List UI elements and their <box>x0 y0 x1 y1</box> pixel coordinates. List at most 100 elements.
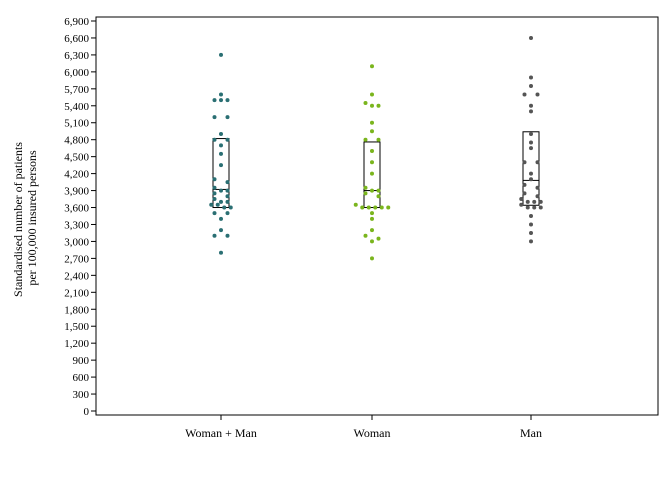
data-point <box>370 129 374 134</box>
data-point <box>529 171 533 176</box>
data-point <box>529 230 533 235</box>
data-point <box>363 137 368 142</box>
data-point <box>366 205 371 210</box>
box <box>363 141 381 209</box>
y-tick-label: 6,900 <box>64 16 89 28</box>
data-point <box>529 146 533 151</box>
box <box>522 131 540 206</box>
data-point <box>529 103 533 108</box>
data-point <box>529 75 533 80</box>
y-tick-label: 1,500 <box>64 321 89 333</box>
y-tick-label: 4,800 <box>64 135 89 147</box>
x-tick-label: Woman + Man <box>185 426 257 440</box>
data-point <box>353 202 358 207</box>
data-point <box>360 205 365 210</box>
data-point <box>225 211 230 216</box>
y-tick-label: 2,100 <box>64 287 89 299</box>
data-point <box>529 222 533 227</box>
y-tick-label: 1,200 <box>64 338 89 350</box>
y-tick-label: 2,700 <box>64 253 89 265</box>
data-point <box>535 92 540 97</box>
data-point <box>212 211 217 216</box>
data-point <box>225 180 230 185</box>
data-point <box>212 197 217 202</box>
data-point <box>529 214 533 218</box>
y-tick-label: 6,300 <box>64 50 89 62</box>
data-point <box>219 250 223 255</box>
data-point <box>370 256 374 261</box>
data-point <box>370 171 374 176</box>
data-point <box>219 216 223 221</box>
series-layer <box>209 35 543 261</box>
data-point <box>525 199 530 204</box>
data-point <box>522 160 527 165</box>
data-point <box>212 98 217 103</box>
y-tick-label: 2,400 <box>64 270 89 282</box>
y-tick-label: 3,600 <box>64 203 89 215</box>
data-point <box>519 202 524 207</box>
data-point <box>538 205 543 210</box>
data-point <box>219 199 223 204</box>
x-axis: Woman + Man Woman Man <box>185 415 542 440</box>
data-point <box>219 163 223 168</box>
data-point <box>219 151 223 156</box>
data-point <box>219 98 223 103</box>
box <box>212 138 230 209</box>
y-tick-label: 3,300 <box>64 219 89 231</box>
data-point <box>212 233 217 238</box>
data-point <box>219 132 223 137</box>
data-point <box>363 185 368 190</box>
data-point <box>225 98 230 103</box>
y-tick-label: 5,400 <box>64 101 89 113</box>
data-point <box>535 194 540 199</box>
data-point <box>529 177 533 182</box>
plot-frame <box>95 16 659 416</box>
data-point <box>370 188 374 193</box>
data-point <box>363 233 368 238</box>
data-point <box>225 137 230 142</box>
data-point <box>376 103 381 108</box>
data-point <box>370 149 374 153</box>
data-point <box>225 115 230 120</box>
data-point <box>525 205 530 210</box>
data-point <box>225 233 230 238</box>
data-point <box>219 188 223 193</box>
y-tick-label: 6,600 <box>64 33 89 45</box>
data-point <box>370 160 374 165</box>
data-point <box>376 137 381 142</box>
data-point <box>370 103 374 108</box>
data-point <box>529 239 533 244</box>
series-group <box>209 52 233 255</box>
data-point <box>212 115 217 120</box>
data-point <box>212 191 217 196</box>
data-point <box>370 120 374 125</box>
data-point <box>376 188 381 193</box>
data-point <box>219 143 223 148</box>
y-tick-label: 3,000 <box>64 236 89 248</box>
data-point <box>519 197 524 202</box>
y-axis: 0 300 600 900 1,200 1,500 1,800 2,100 2,400 2,700… <box>64 16 96 418</box>
x-tick-label: Man <box>520 426 542 440</box>
data-point <box>535 185 540 190</box>
data-point <box>212 185 217 190</box>
y-tick-label: 900 <box>73 355 90 367</box>
data-point <box>370 92 374 97</box>
data-point <box>370 211 374 216</box>
data-point <box>219 92 223 97</box>
data-point <box>532 205 537 210</box>
x-tick-label: Woman <box>353 426 390 440</box>
data-point <box>219 228 223 233</box>
data-point <box>379 205 384 210</box>
y-axis-title: Standardised number of patients per 100,… <box>11 139 39 297</box>
y-tick-label: 0 <box>84 406 90 418</box>
y-axis-title-line-2: per 100,000 insured persons <box>25 150 39 286</box>
data-point <box>529 35 533 40</box>
y-tick-label: 300 <box>73 389 90 401</box>
data-point <box>219 52 223 57</box>
data-point <box>370 228 374 233</box>
data-point <box>222 205 227 210</box>
data-point <box>386 205 391 210</box>
data-point <box>212 137 217 142</box>
data-point <box>529 140 533 145</box>
data-point <box>538 199 543 204</box>
